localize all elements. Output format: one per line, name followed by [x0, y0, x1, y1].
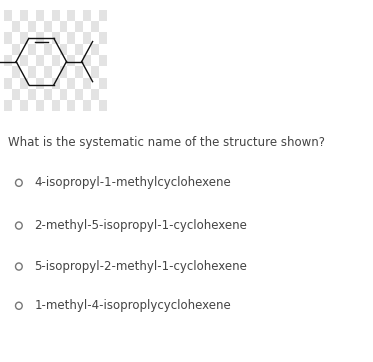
Bar [75, 44, 83, 55]
Bar [91, 44, 99, 55]
Bar [44, 66, 51, 77]
Bar [36, 77, 44, 89]
Bar [36, 10, 44, 21]
Bar [4, 100, 12, 111]
Bar [51, 55, 60, 66]
Bar [83, 77, 91, 89]
Bar [12, 44, 20, 55]
Bar [51, 10, 60, 21]
Bar [28, 21, 36, 33]
Bar [83, 10, 91, 21]
Text: What is the systematic name of the structure shown?: What is the systematic name of the struc… [8, 136, 325, 150]
Bar [91, 66, 99, 77]
Bar [28, 66, 36, 77]
Bar [20, 100, 28, 111]
Bar [20, 77, 28, 89]
Bar [68, 100, 75, 111]
Bar [20, 33, 28, 44]
Bar [75, 21, 83, 33]
Bar [75, 66, 83, 77]
Bar [99, 77, 107, 89]
Bar [60, 44, 68, 55]
Text: 1-methyl-4-isoproplycyclohexene: 1-methyl-4-isoproplycyclohexene [35, 299, 231, 312]
Bar [4, 55, 12, 66]
Text: 2-methyl-5-isopropyl-1-cyclohexene: 2-methyl-5-isopropyl-1-cyclohexene [35, 219, 248, 232]
Bar [83, 55, 91, 66]
Bar [12, 21, 20, 33]
Bar [4, 33, 12, 44]
Bar [91, 21, 99, 33]
Bar [68, 33, 75, 44]
Bar [51, 77, 60, 89]
Bar [60, 89, 68, 100]
Bar [36, 33, 44, 44]
Bar [4, 77, 12, 89]
Bar [44, 21, 51, 33]
Bar [44, 44, 51, 55]
Bar [91, 89, 99, 100]
Text: 4-isopropyl-1-methylcyclohexene: 4-isopropyl-1-methylcyclohexene [35, 176, 231, 189]
Bar [28, 44, 36, 55]
Bar [99, 33, 107, 44]
Bar [68, 77, 75, 89]
Bar [83, 100, 91, 111]
Bar [60, 21, 68, 33]
Bar [51, 33, 60, 44]
Bar [12, 89, 20, 100]
Bar [99, 55, 107, 66]
Text: 5-isopropyl-2-methyl-1-cyclohexene: 5-isopropyl-2-methyl-1-cyclohexene [35, 260, 248, 273]
Bar [75, 89, 83, 100]
Bar [60, 66, 68, 77]
Bar [44, 89, 51, 100]
Bar [68, 55, 75, 66]
Bar [99, 100, 107, 111]
Bar [12, 66, 20, 77]
Bar [83, 33, 91, 44]
Bar [36, 55, 44, 66]
Bar [36, 100, 44, 111]
Bar [4, 10, 12, 21]
Bar [99, 10, 107, 21]
Bar [20, 55, 28, 66]
Bar [51, 100, 60, 111]
Bar [68, 10, 75, 21]
Bar [20, 10, 28, 21]
Bar [28, 89, 36, 100]
